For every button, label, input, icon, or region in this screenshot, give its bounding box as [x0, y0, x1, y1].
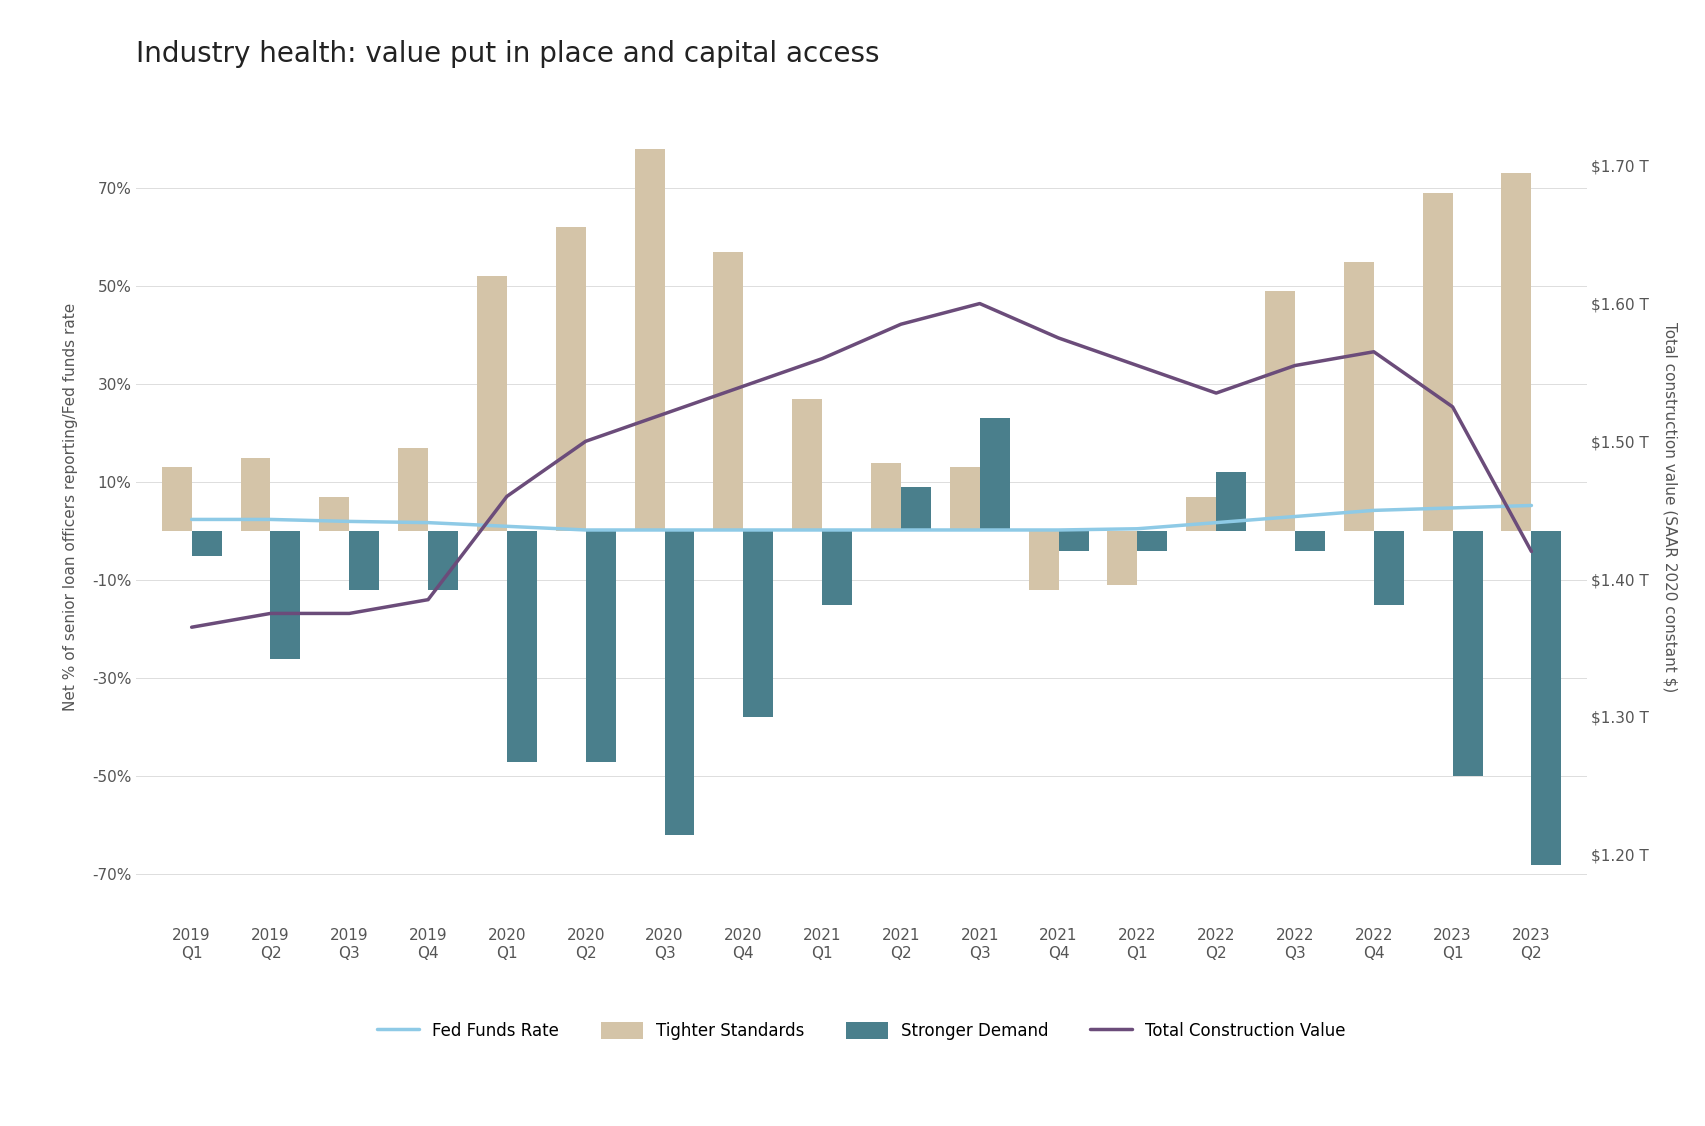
Fed Funds Rate: [418, 516, 438, 529]
Total Construction Value: [1284, 359, 1304, 373]
Fed Funds Rate: [968, 524, 989, 537]
Bar: [477, 276, 506, 531]
Fed Funds Rate: [733, 524, 754, 537]
Fed Funds Rate: [1127, 522, 1147, 536]
Bar: [1451, 531, 1482, 776]
Bar: [162, 467, 191, 531]
Total Construction Value: [968, 297, 989, 311]
Fed Funds Rate: [496, 519, 517, 533]
Fed Funds Rate: [1284, 510, 1304, 524]
Bar: [1057, 531, 1088, 551]
Line: Fed Funds Rate: Fed Funds Rate: [191, 506, 1531, 530]
Y-axis label: Total construction value (SAAR 2020 constant $): Total construction value (SAAR 2020 cons…: [1661, 322, 1676, 691]
Bar: [397, 448, 428, 531]
Bar: [1294, 531, 1325, 551]
Fed Funds Rate: [812, 524, 832, 537]
Bar: [1531, 531, 1560, 865]
Total Construction Value: [575, 435, 595, 448]
Bar: [1216, 473, 1245, 531]
Bar: [271, 531, 300, 659]
Bar: [822, 531, 851, 605]
Bar: [191, 531, 222, 556]
Bar: [1500, 173, 1531, 531]
Total Construction Value: [181, 620, 201, 634]
Y-axis label: Net % of senior loan officers reporting/Fed funds rate: Net % of senior loan officers reporting/…: [63, 303, 78, 711]
Bar: [665, 531, 694, 835]
Total Construction Value: [733, 379, 754, 393]
Total Construction Value: [1047, 331, 1067, 345]
Bar: [1107, 531, 1137, 586]
Fed Funds Rate: [1047, 524, 1067, 537]
Fed Funds Rate: [1362, 503, 1383, 517]
Bar: [871, 463, 900, 531]
Bar: [350, 531, 379, 590]
Bar: [950, 467, 979, 531]
Total Construction Value: [1521, 545, 1541, 558]
Bar: [713, 252, 743, 531]
Bar: [743, 531, 772, 717]
Fed Funds Rate: [339, 515, 360, 528]
Fed Funds Rate: [575, 524, 595, 537]
Total Construction Value: [1127, 359, 1147, 373]
Fed Funds Rate: [1205, 516, 1226, 529]
Total Construction Value: [496, 490, 517, 503]
Bar: [1373, 531, 1403, 605]
Bar: [506, 531, 537, 761]
Total Construction Value: [418, 593, 438, 607]
Legend: Fed Funds Rate, Tighter Standards, Stronger Demand, Total Construction Value: Fed Funds Rate, Tighter Standards, Stron…: [370, 1015, 1352, 1046]
Total Construction Value: [339, 607, 360, 620]
Bar: [585, 531, 616, 761]
Total Construction Value: [261, 607, 281, 620]
Total Construction Value: [812, 352, 832, 366]
Bar: [1265, 291, 1294, 531]
Bar: [1422, 193, 1451, 531]
Total Construction Value: [655, 406, 675, 420]
Fed Funds Rate: [261, 512, 281, 526]
Total Construction Value: [890, 318, 910, 331]
Bar: [428, 531, 457, 590]
Fed Funds Rate: [655, 524, 675, 537]
Bar: [319, 497, 350, 531]
Bar: [1185, 497, 1216, 531]
Bar: [1028, 531, 1057, 590]
Fed Funds Rate: [890, 524, 910, 537]
Total Construction Value: [1362, 345, 1383, 358]
Bar: [556, 227, 585, 531]
Bar: [240, 457, 271, 531]
Text: Industry health: value put in place and capital access: Industry health: value put in place and …: [136, 41, 880, 69]
Fed Funds Rate: [1521, 499, 1541, 512]
Bar: [1137, 531, 1166, 551]
Bar: [634, 149, 665, 531]
Bar: [1344, 261, 1373, 531]
Bar: [900, 488, 931, 531]
Bar: [791, 399, 822, 531]
Bar: [979, 419, 1009, 531]
Line: Total Construction Value: Total Construction Value: [191, 304, 1531, 627]
Total Construction Value: [1205, 386, 1226, 400]
Fed Funds Rate: [181, 512, 201, 526]
Fed Funds Rate: [1441, 501, 1461, 515]
Total Construction Value: [1441, 400, 1461, 413]
